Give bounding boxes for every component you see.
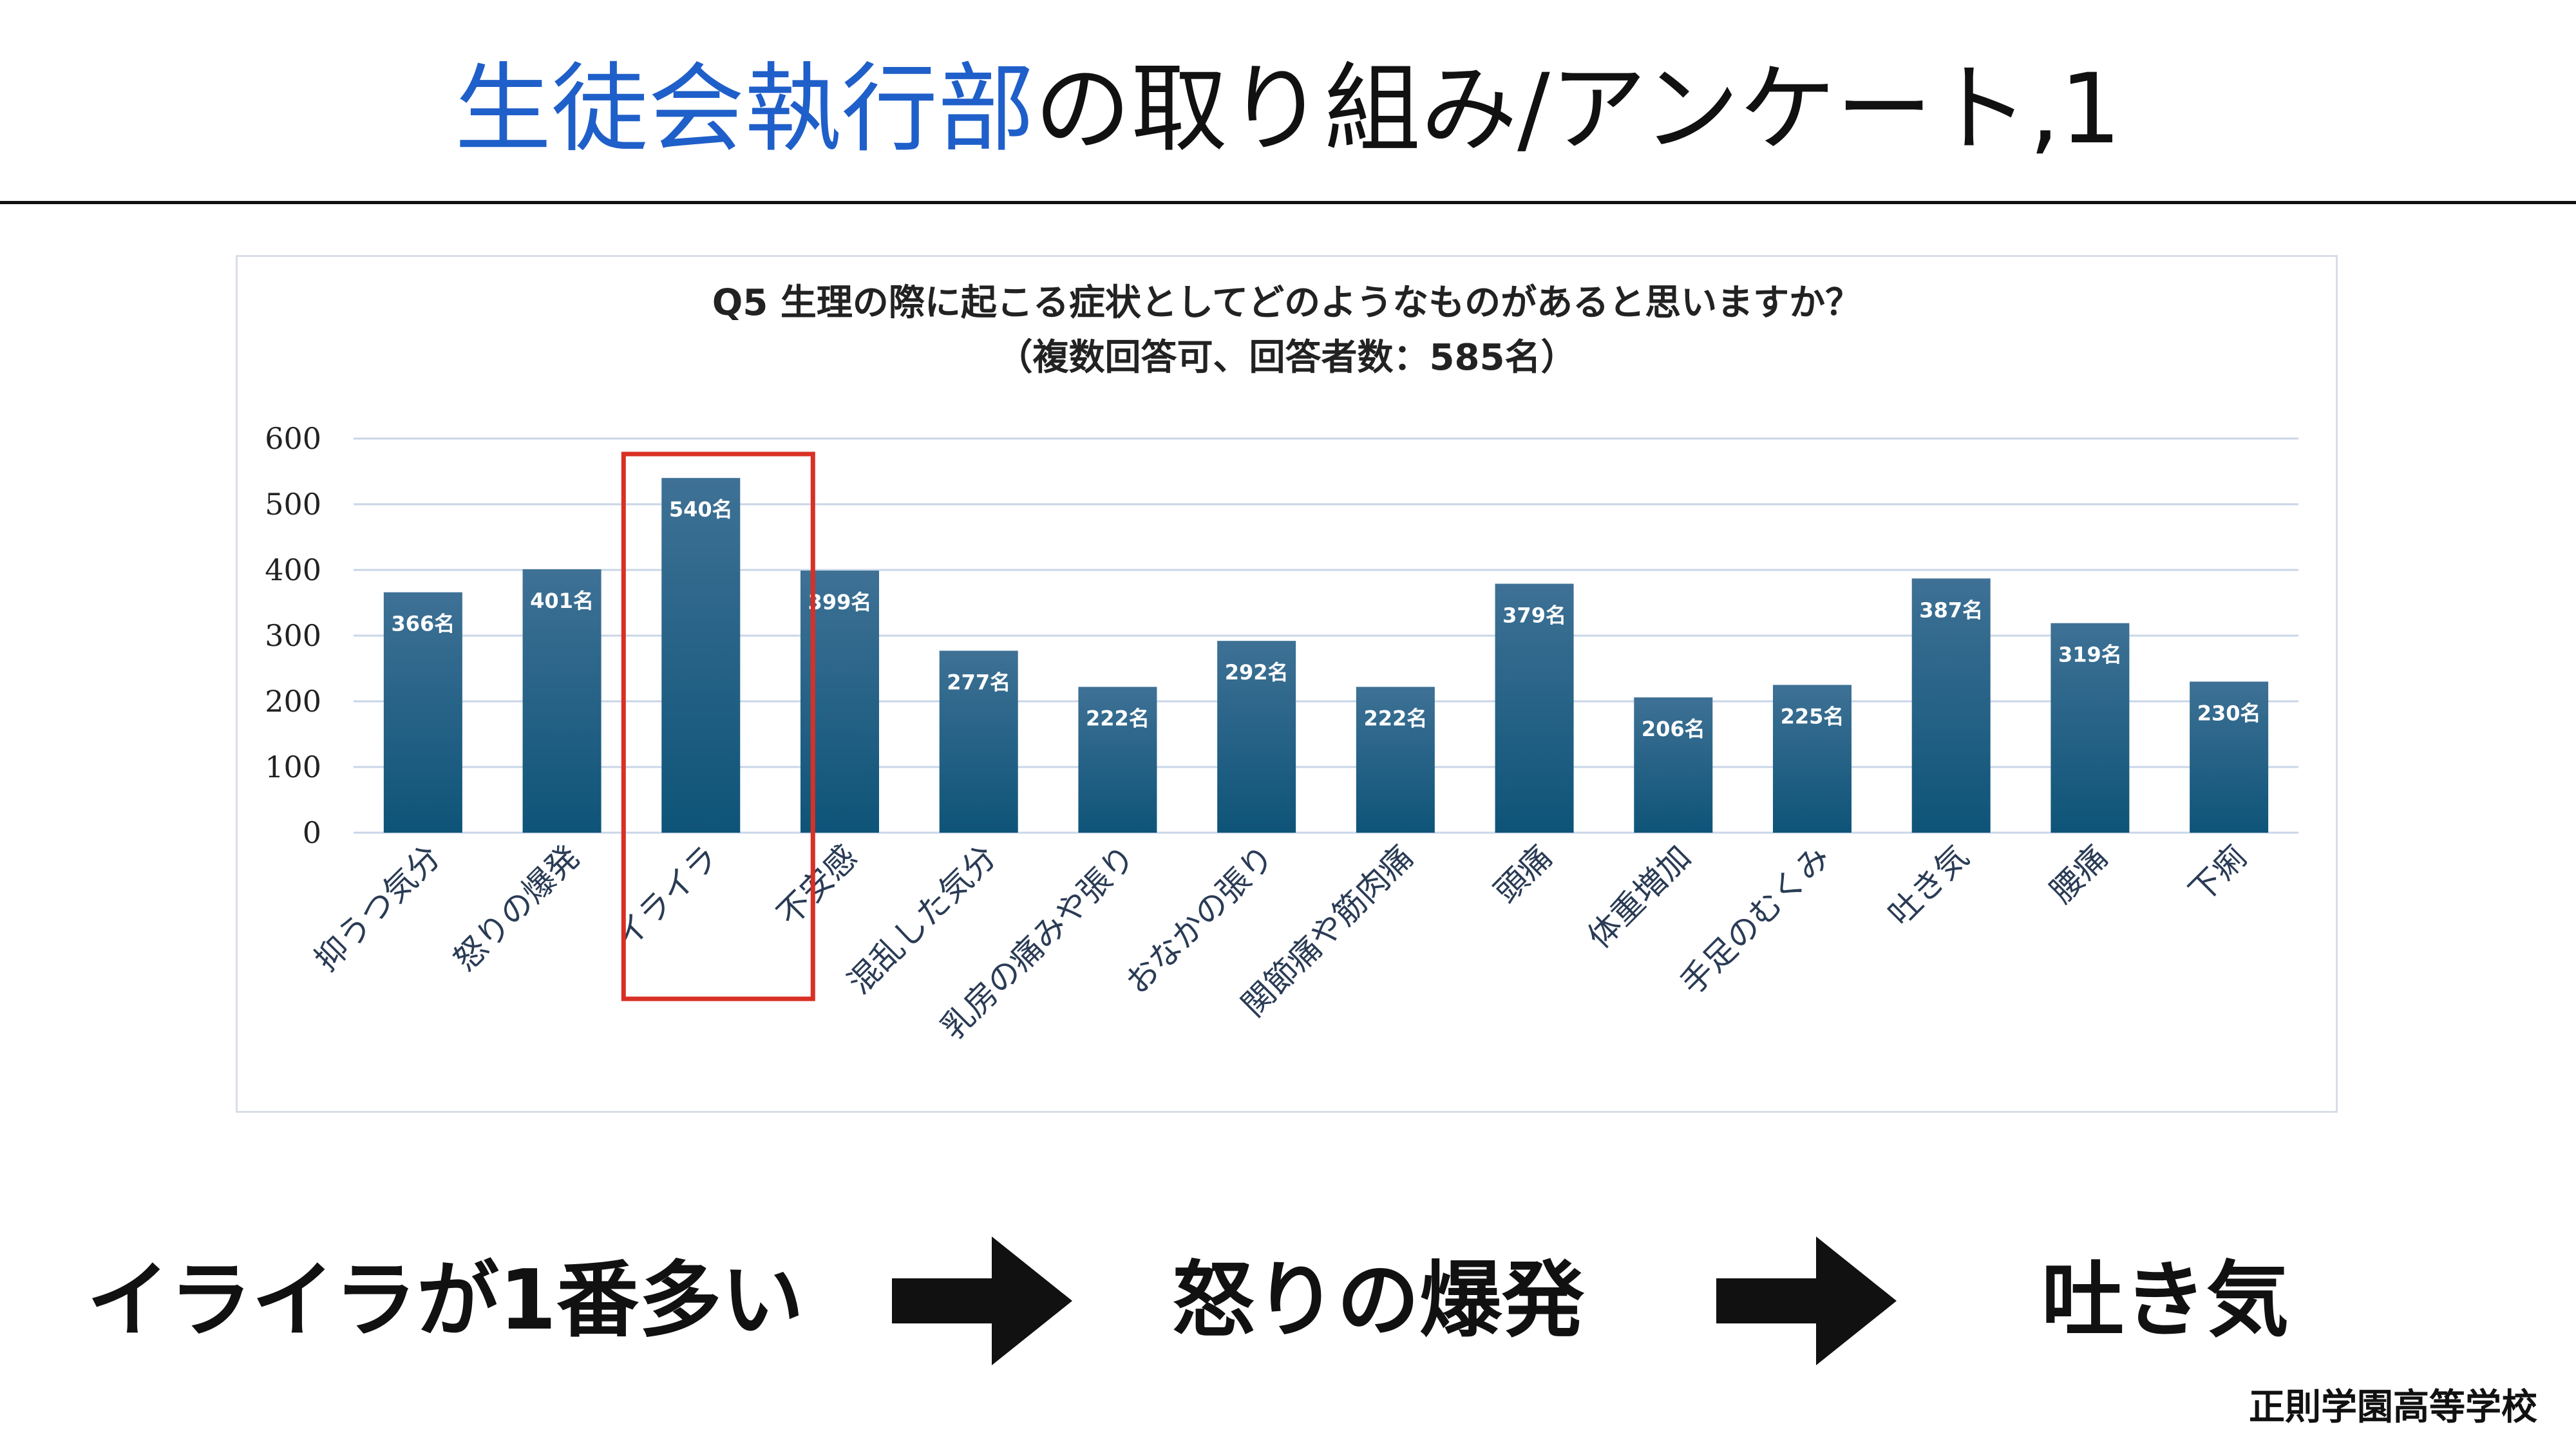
data-label: 379名	[1502, 603, 1566, 627]
data-label: 366名	[391, 612, 455, 636]
bar-11	[1773, 685, 1852, 833]
y-tick-label: 300	[265, 618, 321, 653]
y-tick-label: 500	[265, 487, 321, 522]
y-tick-label: 100	[265, 750, 321, 784]
data-label: 225名	[1781, 705, 1844, 729]
category-label: 腰痛	[2043, 838, 2115, 910]
bar-10	[1634, 697, 1713, 833]
category-label: 体重増加	[1580, 838, 1698, 955]
category-label: 抑うつ気分	[308, 838, 448, 978]
y-tick-label: 400	[265, 553, 321, 587]
data-label: 540名	[669, 497, 733, 522]
data-label: 387名	[1919, 598, 1983, 622]
chart-title-line-2: （複数回答可、回答者数：585名）	[997, 337, 1577, 379]
data-label: 319名	[2058, 643, 2122, 667]
bar-3	[661, 478, 741, 833]
data-label: 206名	[1642, 717, 1705, 741]
bar-chart: Q5 生理の際に起こる症状としてどのようなものがあると思いますか？ （複数回答可…	[265, 282, 2298, 1046]
bar-2	[522, 569, 601, 833]
data-label: 222名	[1363, 706, 1427, 731]
data-label: 277名	[947, 670, 1010, 694]
category-label: 手足のむくみ	[1673, 838, 1837, 1002]
conclusion-step-3: 吐き気	[2041, 1253, 2289, 1349]
bar-7	[1217, 641, 1296, 833]
bar-1	[383, 592, 462, 833]
category-label: 吐き気	[1881, 838, 1976, 933]
data-label: 399名	[808, 590, 872, 614]
slide-title-rest: の取り組み/アンケート,1	[1034, 53, 2121, 166]
school-name: 正則学園高等学校	[2249, 1386, 2537, 1428]
title-divider	[0, 201, 2576, 204]
bar-6	[1078, 687, 1157, 833]
highlight-box	[621, 451, 815, 1001]
bar-13	[2050, 623, 2130, 833]
bar-5	[939, 650, 1018, 833]
slide-title-accent: 生徒会執行部	[455, 53, 1035, 166]
right-arrow-icon	[1716, 1236, 1897, 1365]
conclusion-row: イライラが1番多い 怒りの爆発 吐き気	[0, 1236, 2576, 1365]
data-label: 230名	[2197, 701, 2261, 725]
y-tick-label: 600	[265, 421, 321, 456]
bar-8	[1356, 687, 1435, 833]
bar-14	[2190, 681, 2269, 833]
right-arrow-icon	[892, 1236, 1072, 1365]
y-tick-label: 200	[265, 684, 321, 719]
bar-12	[1911, 578, 1991, 833]
bar-9	[1495, 583, 1574, 833]
category-label: 不安感	[770, 838, 864, 933]
data-label: 222名	[1086, 706, 1150, 731]
conclusion-step-2: 怒りの爆発	[1172, 1253, 1585, 1349]
data-label: 401名	[530, 589, 594, 613]
chart-title-line-1: Q5 生理の際に起こる症状としてどのようなものがあると思いますか？	[712, 282, 1861, 324]
slide-title: 生徒会執行部の取り組み/アンケート,1	[0, 45, 2576, 174]
category-label: 頭痛	[1487, 838, 1559, 910]
conclusion-step-1: イライラが1番多い	[87, 1253, 804, 1349]
y-tick-label: 0	[303, 815, 321, 850]
chart-frame: Q5 生理の際に起こる症状としてどのようなものがあると思いますか？ （複数回答可…	[236, 255, 2338, 1113]
category-label: 下痢	[2182, 838, 2254, 910]
data-label: 292名	[1225, 660, 1289, 685]
category-label: 怒りの爆発	[446, 838, 587, 978]
